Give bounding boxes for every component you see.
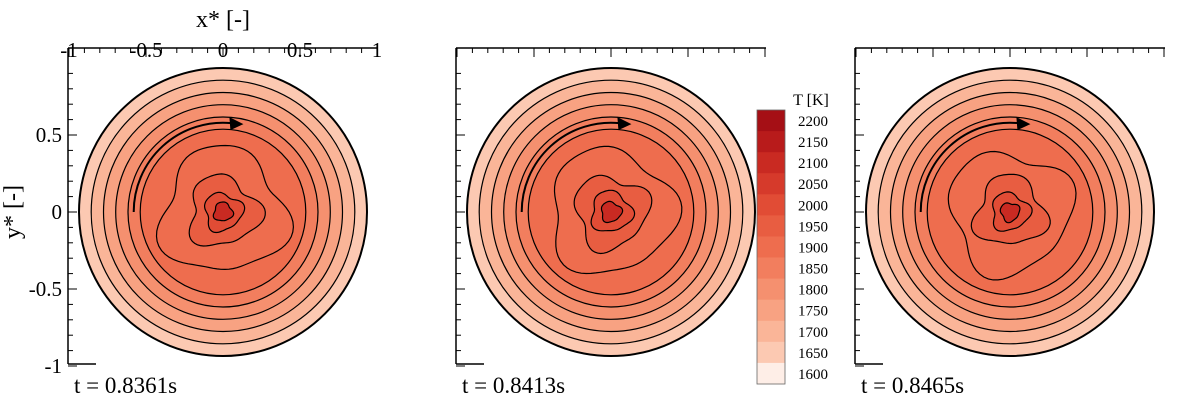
panel-2: t = 0.8413s <box>455 47 766 398</box>
arrow-head <box>229 117 244 131</box>
colorbar-label: 1950 <box>798 219 828 235</box>
colorbar-label: 2100 <box>798 156 828 172</box>
contour-core <box>212 201 235 222</box>
x-tick-label: -1 <box>60 38 78 62</box>
colorbar-swatch <box>757 110 785 132</box>
time-label: t = 0.8413s <box>462 373 565 398</box>
x-tick-label: 0 <box>218 38 229 62</box>
contour-core <box>600 200 624 224</box>
colorbar-label: 2150 <box>798 135 828 151</box>
colorbar-title: T [K] <box>793 92 829 109</box>
y-tick-label: -0.5 <box>29 277 62 301</box>
colorbar-swatch <box>757 341 785 364</box>
colorbar-swatch <box>757 362 785 385</box>
arrow-head <box>617 117 632 131</box>
y-tick-label: 0.5 <box>36 123 62 147</box>
colorbar-swatch <box>757 299 785 322</box>
x-tick-label: 1 <box>372 38 383 62</box>
rotation-arrow <box>132 121 232 213</box>
colorbar-label: 1600 <box>798 367 828 383</box>
rotation-arrow <box>520 121 620 213</box>
colorbar-label: 1750 <box>798 304 828 320</box>
x-tick-label: 0.5 <box>287 38 313 62</box>
panel-3: t = 0.8465s <box>854 47 1165 398</box>
contour-core <box>999 202 1021 224</box>
arrow-head <box>1016 117 1031 131</box>
colorbar-frame <box>756 109 786 385</box>
x-axis-title: x* [-] <box>196 7 250 33</box>
time-label: t = 0.8361s <box>74 373 177 398</box>
colorbar-swatch <box>757 131 785 153</box>
colorbar-label: 1900 <box>798 241 828 257</box>
colorbar-swatch <box>757 194 785 216</box>
panels-layer: -1 -0.5 0 0.5 1 0.5 0 -0.5 -1 x* [-] y* [-] t = 0.8… <box>0 7 1165 398</box>
colorbar-swatch <box>757 152 785 174</box>
colorbar-label: 1650 <box>798 346 828 362</box>
colorbar-swatch <box>757 278 785 301</box>
colorbar-label: 2050 <box>798 177 828 193</box>
colorbar-swatch <box>757 236 785 259</box>
y-tick-label: -1 <box>45 354 63 378</box>
panel-1: -1 -0.5 0 0.5 1 0.5 0 -0.5 -1 x* [-] y* [-] t = 0.8… <box>0 7 382 398</box>
colorbar-label: 1700 <box>798 325 828 341</box>
x-tick-label: -0.5 <box>129 38 162 62</box>
colorbar-swatch <box>757 257 785 280</box>
colorbar-label: 1850 <box>798 262 828 278</box>
colorbar-label: 2000 <box>798 198 828 214</box>
time-label: t = 0.8465s <box>861 373 964 398</box>
rotation-arrow <box>919 121 1019 213</box>
colorbar-swatch <box>757 215 785 237</box>
colorbar-label: 2200 <box>798 114 828 130</box>
colorbar-swatch <box>757 173 785 195</box>
y-axis-title: y* [-] <box>0 185 26 239</box>
colorbar-label: 1800 <box>798 283 828 299</box>
y-tick-label: 0 <box>52 200 63 224</box>
colorbar-swatch <box>757 320 785 343</box>
colorbar: T [K] 2200 2150 2100 2050 2000 1950 1900 1850 180… <box>756 92 829 385</box>
